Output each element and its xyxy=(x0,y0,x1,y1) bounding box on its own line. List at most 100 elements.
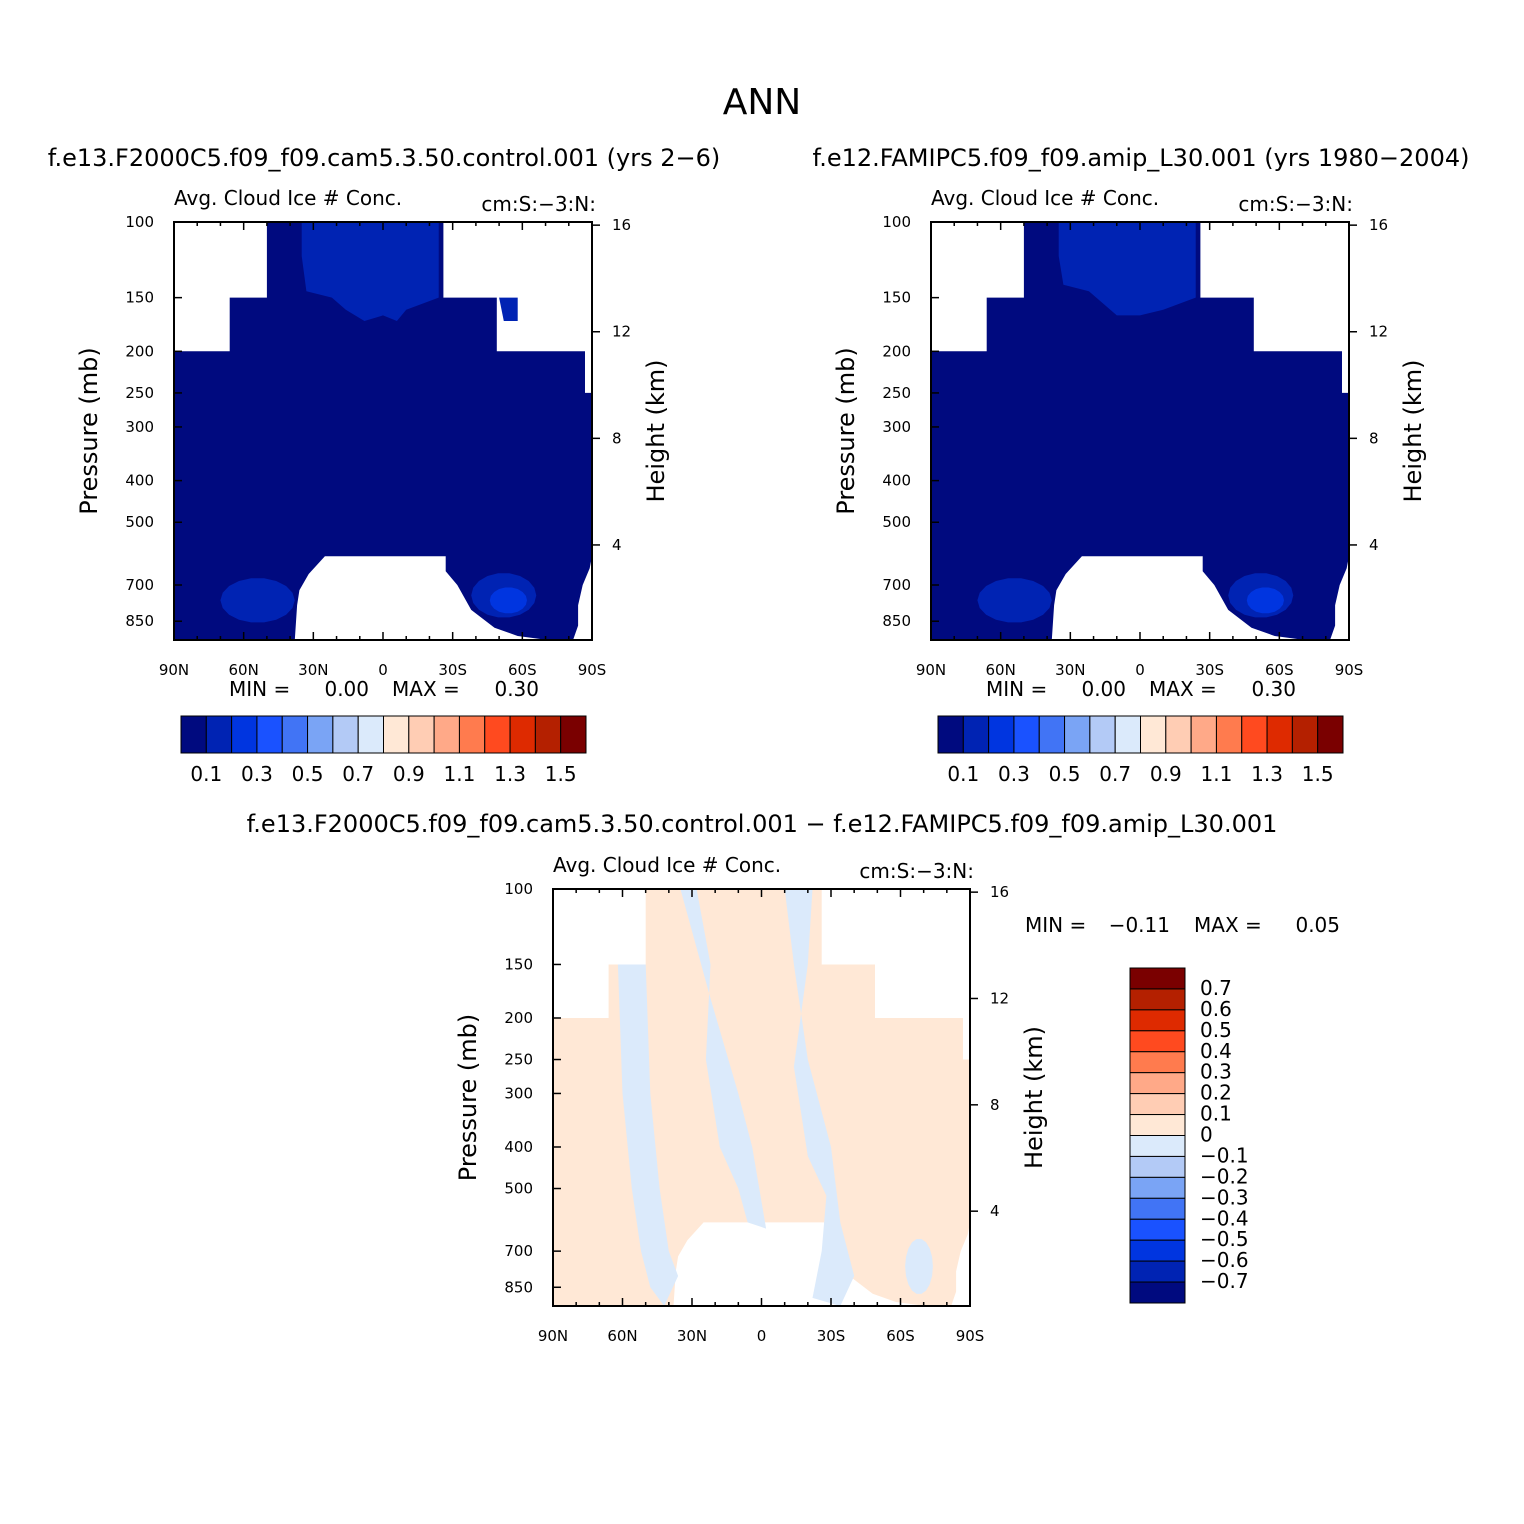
colorbar-label: 1.3 xyxy=(1251,762,1283,786)
colorbar-box xyxy=(1129,1135,1186,1157)
min-label: MIN = xyxy=(1025,913,1086,937)
y-tick-label: 400 xyxy=(504,1138,533,1156)
colorbar-box xyxy=(1129,1260,1186,1283)
colorbar-label: 0.6 xyxy=(1200,997,1232,1021)
y-tick-label: 200 xyxy=(882,342,911,360)
contour-sh-low-core xyxy=(489,587,527,614)
y-tick-label: 850 xyxy=(125,612,154,630)
y-axis-label: Pressure (mb) xyxy=(454,1014,482,1181)
colorbar-label: −0.1 xyxy=(1200,1143,1249,1167)
colorbar-box xyxy=(1114,715,1141,754)
y-tick-label: 150 xyxy=(125,289,154,307)
y-tick-label: 250 xyxy=(882,384,911,402)
contour-sh-upper xyxy=(499,297,518,321)
colorbar-label: 0.1 xyxy=(190,762,222,786)
y-right-tick-label: 12 xyxy=(612,323,631,341)
y-tick-label: 700 xyxy=(882,576,911,594)
amip-panel: Avg. Cloud Ice # Conc. cm:S:−3:N: 90N 60N 30… xyxy=(832,186,1427,786)
colorbar-label: 0.2 xyxy=(1200,1081,1232,1105)
y-tick-label: 300 xyxy=(504,1084,533,1102)
colorbar-label: 1.3 xyxy=(494,762,526,786)
y-right-tick-label: 4 xyxy=(612,536,622,554)
colorbar-label: 0 xyxy=(1200,1123,1213,1147)
difference-panel: Avg. Cloud Ice # Conc. cm:S:−3:N: 90N 60N 30… xyxy=(454,853,1340,1345)
colorbar-label: −0.2 xyxy=(1200,1164,1249,1188)
y-right-tick-label: 8 xyxy=(990,1096,1000,1114)
max-value: 0.30 xyxy=(1251,677,1296,701)
colorbar-box xyxy=(458,715,486,754)
colorbar-box xyxy=(256,715,283,754)
y-right-tick-label: 16 xyxy=(1369,216,1388,234)
contour-sh-low-core xyxy=(1246,587,1284,614)
contour-upper-ice xyxy=(301,222,439,321)
control-case-title: f.e13.F2000C5.f09_f09.cam5.3.50.control.… xyxy=(48,144,721,172)
y-tick-label: 100 xyxy=(504,880,533,898)
y-tick-label: 300 xyxy=(125,418,154,436)
min-label: MIN = xyxy=(986,677,1047,701)
x-tick-label: 90N xyxy=(159,661,189,679)
y-tick-label: 100 xyxy=(882,213,911,231)
y-right-tick-label: 8 xyxy=(1369,429,1379,447)
colorbar-box xyxy=(408,715,435,754)
colorbar-box xyxy=(1241,715,1268,754)
contour-upper-ice xyxy=(1058,222,1196,316)
x-tick-label: 30N xyxy=(1055,661,1085,679)
colorbar-label: 0.1 xyxy=(947,762,979,786)
y-tick-label: 250 xyxy=(125,384,154,402)
colorbar-box xyxy=(1129,988,1186,1011)
colorbar-box xyxy=(1165,715,1192,754)
colorbar-label: 0.1 xyxy=(1200,1102,1232,1126)
x-tick-label: 90N xyxy=(538,1327,568,1345)
y-tick-label: 700 xyxy=(125,576,154,594)
x-tick-label: 60N xyxy=(229,661,259,679)
x-tick-label: 60S xyxy=(886,1327,915,1345)
y-right-tick-label: 12 xyxy=(990,989,1009,1007)
y-tick-label: 150 xyxy=(504,955,533,973)
colorbar-box xyxy=(1129,967,1186,990)
y-tick-label: 400 xyxy=(125,472,154,490)
x-tick-label: 30N xyxy=(298,661,328,679)
y-tick-label: 150 xyxy=(882,289,911,307)
colorbar-box xyxy=(1129,1155,1186,1178)
colorbar-label: −0.3 xyxy=(1200,1185,1249,1209)
colorbar-box xyxy=(205,715,233,754)
colorbar-box xyxy=(1215,715,1243,754)
x-tick-label: 90S xyxy=(1335,661,1364,679)
colorbar-label: 1.5 xyxy=(1302,762,1334,786)
x-tick-label: 90N xyxy=(916,661,946,679)
contour-nh-low xyxy=(220,578,295,623)
x-tick-label: 30S xyxy=(817,1327,846,1345)
contour-nh-low xyxy=(977,578,1052,623)
colorbar-box xyxy=(509,715,536,754)
colorbar-label: −0.4 xyxy=(1200,1206,1249,1230)
colorbar-box xyxy=(231,715,258,754)
x-tick-label: 60S xyxy=(1265,661,1294,679)
colorbar-label: 0.9 xyxy=(393,762,425,786)
colorbar-label: 0.4 xyxy=(1200,1039,1232,1063)
y-right-axis-label: Height (km) xyxy=(1020,1026,1048,1169)
colorbar-box xyxy=(1129,1281,1186,1304)
y-right-axis-label: Height (km) xyxy=(1399,360,1427,503)
colorbar-box xyxy=(534,715,562,754)
max-label: MAX = xyxy=(1194,913,1262,937)
units-label: cm:S:−3:N: xyxy=(481,192,596,216)
colorbar-label: −0.5 xyxy=(1200,1227,1249,1251)
y-tick-label: 850 xyxy=(882,612,911,630)
colorbar-label: 0.5 xyxy=(1200,1018,1232,1042)
colorbar-box xyxy=(1190,715,1217,754)
colorbar-box xyxy=(962,715,990,754)
x-tick-label: 60S xyxy=(508,661,537,679)
colorbar-label: 0.7 xyxy=(1200,976,1232,1000)
y-right-axis-label: Height (km) xyxy=(642,360,670,503)
colorbar-label: 0.3 xyxy=(1200,1060,1232,1084)
y-right-tick-label: 8 xyxy=(612,429,622,447)
colorbar-label: 0.7 xyxy=(1099,762,1131,786)
y-tick-label: 200 xyxy=(125,342,154,360)
colorbar-box xyxy=(1013,715,1040,754)
colorbar-label: 0.3 xyxy=(241,762,273,786)
colorbar-label: 1.1 xyxy=(1201,762,1233,786)
colorbar-box xyxy=(1129,1197,1186,1220)
y-axis-label: Pressure (mb) xyxy=(75,347,103,514)
colorbar-box xyxy=(1266,715,1293,754)
